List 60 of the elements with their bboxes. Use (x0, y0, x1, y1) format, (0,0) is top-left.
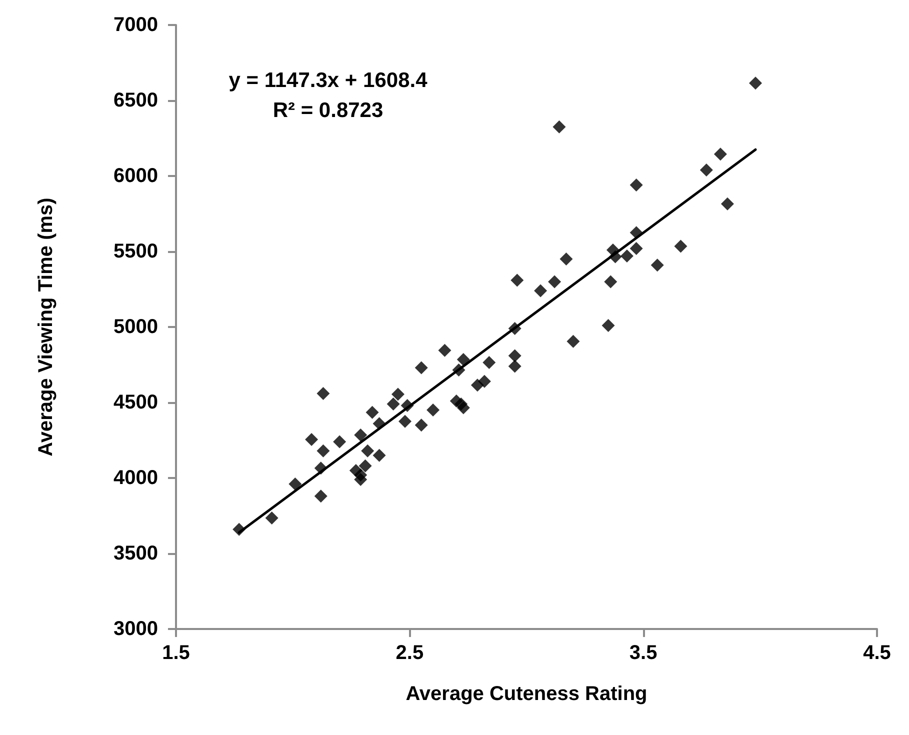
point (414, 361, 428, 374)
point (630, 242, 643, 255)
y-tick-label: 7000 (114, 14, 158, 36)
point (265, 512, 278, 525)
point (510, 274, 524, 287)
point (700, 163, 713, 176)
point (288, 478, 302, 491)
point (361, 444, 374, 458)
point (438, 344, 452, 357)
point (720, 197, 734, 210)
x-tick-label: 1.5 (162, 642, 190, 664)
point (398, 414, 412, 428)
point (366, 406, 379, 419)
point (426, 404, 440, 417)
point (414, 418, 428, 432)
y-tick-label: 5500 (114, 240, 158, 262)
y-tick-label: 3500 (114, 542, 158, 564)
point (620, 250, 634, 263)
x-tick-label: 4.5 (863, 642, 891, 664)
point (305, 432, 318, 446)
point (391, 388, 404, 401)
point (566, 334, 580, 348)
point (552, 120, 566, 134)
y-tick-label: 6000 (114, 165, 158, 187)
point (602, 318, 615, 332)
point (354, 468, 368, 482)
y-tick-label: 6500 (114, 90, 158, 112)
point (316, 386, 330, 400)
point (314, 490, 328, 503)
point (358, 459, 372, 472)
point (456, 401, 470, 414)
annotation: R² = 0.8723 (272, 99, 384, 122)
y-tick-label: 5000 (114, 316, 158, 338)
point (333, 435, 346, 448)
point (386, 398, 400, 411)
y-axis-title: Average Viewing Time (ms) (35, 198, 57, 456)
point (748, 76, 762, 90)
y-tick-label: 3000 (114, 618, 158, 640)
point (478, 374, 491, 388)
point (650, 258, 664, 272)
point (630, 178, 643, 192)
point (508, 360, 522, 373)
x-tick-label: 3.5 (629, 642, 658, 664)
point (316, 444, 330, 458)
point (548, 275, 562, 288)
point (482, 356, 496, 369)
point (674, 240, 688, 253)
point (534, 284, 548, 298)
y-tick-label: 4000 (114, 467, 158, 489)
point (456, 352, 470, 366)
point (372, 448, 386, 462)
point (508, 349, 522, 362)
y-tick-label: 4500 (114, 392, 158, 414)
annotation: y = 1147.3x + 1608.4 (228, 69, 428, 92)
point (604, 275, 618, 288)
point (560, 252, 573, 266)
point (714, 148, 727, 161)
x-axis-title: Average Cuteness Rating (406, 683, 648, 705)
x-tick-label: 2.5 (396, 642, 424, 664)
point (354, 428, 368, 442)
